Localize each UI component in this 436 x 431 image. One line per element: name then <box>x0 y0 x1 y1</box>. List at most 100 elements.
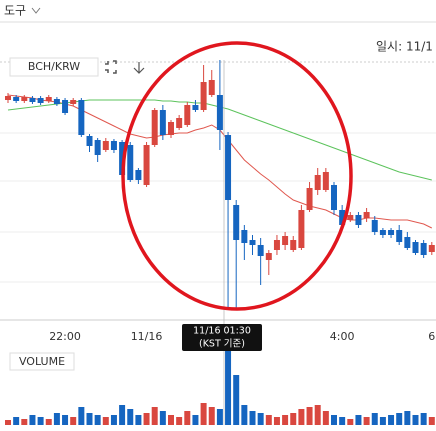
candle-body <box>339 210 346 225</box>
candle-body <box>127 145 134 180</box>
candle-body <box>396 230 403 242</box>
candle-body <box>347 215 354 220</box>
volume-bar <box>322 411 329 425</box>
candle-body <box>200 82 207 110</box>
candle-body <box>151 110 158 145</box>
download-icon[interactable] <box>133 62 145 74</box>
volume-bar <box>306 407 313 425</box>
candle-body <box>62 100 69 113</box>
candle-body <box>37 98 44 103</box>
candle-body <box>420 243 427 255</box>
candle-body <box>379 230 386 235</box>
candle-body <box>265 253 272 260</box>
volume-bar <box>151 407 158 425</box>
volume-bar <box>428 417 435 425</box>
date-label: 일시: 11/1 <box>376 40 433 54</box>
candle-body <box>102 141 109 150</box>
candle-body <box>208 80 215 95</box>
candle-body <box>94 140 101 155</box>
candle-body <box>53 99 60 104</box>
volume-bar <box>396 413 403 425</box>
candle-body <box>225 135 232 200</box>
volume-bar <box>143 413 150 425</box>
volume-bar <box>249 411 256 425</box>
candle-body <box>110 141 117 150</box>
x-tick-label: 6 <box>428 330 435 343</box>
candle-body <box>119 142 126 175</box>
volume-bar <box>412 415 419 425</box>
volume-bar <box>331 415 337 425</box>
candle-body <box>216 95 223 130</box>
volume-bar <box>363 417 370 425</box>
candle-body <box>282 236 289 245</box>
candle-body <box>257 245 264 256</box>
volume-bar <box>216 409 223 425</box>
volume-bar <box>233 375 240 425</box>
candle-body <box>355 215 362 225</box>
candle-body <box>78 100 85 135</box>
volume-bar <box>200 403 207 425</box>
volume-bar <box>225 350 232 425</box>
volume-bar <box>135 415 142 425</box>
candle-body <box>412 242 419 253</box>
volume-bar <box>5 420 11 425</box>
candle-body <box>363 212 370 218</box>
candle-body <box>45 97 52 101</box>
candle-body <box>314 175 321 190</box>
volume-bar <box>184 411 191 425</box>
candle-body <box>21 97 28 101</box>
candle-body <box>233 205 240 240</box>
volume-bar <box>347 419 354 425</box>
candle-body <box>331 185 337 210</box>
volume-bar <box>355 415 362 425</box>
volume-bar <box>298 409 305 425</box>
volume-label: VOLUME <box>19 355 65 368</box>
candle-body <box>428 245 435 252</box>
volume-bar <box>110 415 117 425</box>
volume-bar <box>13 417 20 425</box>
volume-bar <box>265 415 272 425</box>
candle-body <box>135 170 142 180</box>
crosshair-note: (KST 기준) <box>199 339 245 350</box>
candle-body <box>241 230 248 243</box>
volume-bar <box>102 417 109 425</box>
candle-body <box>306 188 313 210</box>
candle-body <box>70 100 77 104</box>
x-tick-label: 11/16 <box>131 330 163 343</box>
volume-bar <box>176 417 183 425</box>
highlight-ellipse <box>121 41 353 311</box>
volume-bar <box>94 415 101 425</box>
candle-body <box>371 220 378 232</box>
volume-bar <box>339 417 346 425</box>
fullscreen-icon[interactable] <box>105 60 117 74</box>
volume-bar <box>70 417 77 425</box>
candle-body <box>273 240 280 250</box>
candle-body <box>184 105 191 125</box>
volume-bar <box>404 411 411 425</box>
volume-bar <box>282 415 289 425</box>
volume-bar <box>37 417 44 425</box>
candle-body <box>13 97 20 101</box>
volume-bar <box>290 413 297 425</box>
candle-body <box>86 136 93 146</box>
volume-bar <box>168 415 174 425</box>
volume-bar <box>78 407 85 425</box>
volume-bar <box>257 413 264 425</box>
x-tick-label: 22:00 <box>49 330 81 343</box>
volume-bar <box>241 405 248 425</box>
volume-bar <box>314 405 321 425</box>
symbol-box <box>9 57 99 77</box>
candle-body <box>29 98 36 102</box>
volume-bar <box>208 407 215 425</box>
candle-body <box>298 210 305 248</box>
tools-menu[interactable]: 도구 <box>4 4 26 18</box>
candle-body <box>176 118 183 128</box>
volume-bar <box>45 419 52 425</box>
candle-body <box>159 110 166 135</box>
volume-bar <box>420 413 427 425</box>
crosshair-time: 11/16 01:30 <box>193 326 251 337</box>
volume-bar <box>119 405 126 425</box>
candle-body <box>322 172 329 190</box>
crosshair-tooltip <box>182 324 262 351</box>
